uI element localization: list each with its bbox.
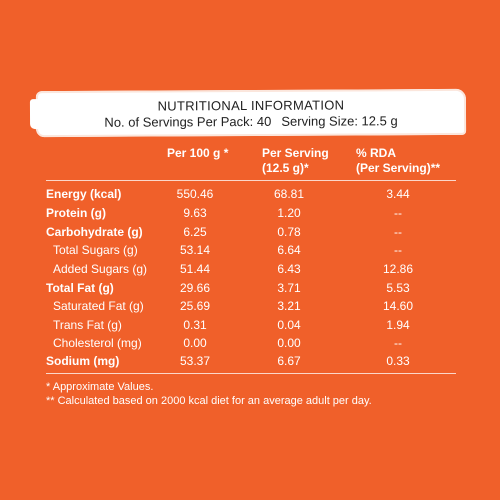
rda-line1: % RDA bbox=[356, 146, 397, 160]
per-serving-value: 0.00 bbox=[277, 336, 301, 350]
column-header-per-serving: Per Serving (12.5 g)* bbox=[262, 146, 329, 176]
row-label: Cholesterol (mg) bbox=[53, 336, 142, 350]
row-label: Added Sugars (g) bbox=[53, 262, 148, 276]
serving-size: Serving Size: 12.5 g bbox=[281, 113, 398, 129]
table-row: Trans Fat (g) 0.31 0.04 1.94 bbox=[0, 318, 500, 336]
per-100g-value: 550.46 bbox=[176, 187, 214, 201]
rda-value: 12.86 bbox=[382, 262, 414, 276]
servings-info: No. of Servings Per Pack: 40 Serving Size… bbox=[36, 113, 466, 130]
rda-value: 3.44 bbox=[386, 187, 410, 201]
divider-top bbox=[46, 180, 456, 181]
rda-value: 5.53 bbox=[386, 281, 410, 295]
rda-value: -- bbox=[394, 225, 402, 239]
per-serving-line2: (12.5 g)* bbox=[262, 161, 309, 175]
per-serving-value: 0.78 bbox=[277, 225, 301, 239]
row-label: Trans Fat (g) bbox=[53, 318, 122, 332]
row-label: Saturated Fat (g) bbox=[53, 299, 144, 313]
per-100g-value: 53.37 bbox=[179, 354, 211, 368]
table-row: Carbohydrate (g) 6.25 0.78 -- bbox=[0, 225, 500, 243]
rda-value: 0.33 bbox=[386, 354, 410, 368]
table-row: Sodium (mg) 53.37 6.67 0.33 bbox=[0, 354, 500, 372]
row-label: Total Sugars (g) bbox=[53, 243, 138, 257]
row-label: Protein (g) bbox=[46, 206, 106, 220]
column-header-per-100g: Per 100 g * bbox=[167, 146, 229, 160]
title-banner: NUTRITIONAL INFORMATION No. of Servings … bbox=[35, 88, 467, 138]
per-serving-value: 3.21 bbox=[277, 299, 301, 313]
per-100g-value: 0.00 bbox=[183, 336, 207, 350]
per-serving-line1: Per Serving bbox=[262, 146, 329, 160]
per-100g-value: 51.44 bbox=[179, 262, 211, 276]
table-row: Total Sugars (g) 53.14 6.64 -- bbox=[0, 243, 500, 261]
per-100g-value: 25.69 bbox=[179, 299, 211, 313]
rda-value: -- bbox=[394, 243, 402, 257]
per-serving-value: 6.43 bbox=[277, 262, 301, 276]
footnote-rda: ** Calculated based on 2000 kcal diet fo… bbox=[46, 395, 372, 407]
rda-value: 1.94 bbox=[386, 318, 410, 332]
servings-per-pack: No. of Servings Per Pack: 40 bbox=[104, 113, 272, 130]
per-100g-value: 9.63 bbox=[183, 206, 207, 220]
table-row: Saturated Fat (g) 25.69 3.21 14.60 bbox=[0, 299, 500, 317]
per-100g-value: 0.31 bbox=[183, 318, 207, 332]
footnote-approx: * Approximate Values. bbox=[46, 381, 154, 393]
per-serving-value: 3.71 bbox=[277, 281, 301, 295]
per-serving-value: 68.81 bbox=[273, 187, 305, 201]
row-label: Energy (kcal) bbox=[46, 187, 122, 201]
nutrition-title: NUTRITIONAL INFORMATION bbox=[157, 97, 345, 114]
per-100g-value: 53.14 bbox=[179, 243, 211, 257]
per-100g-value: 6.25 bbox=[183, 225, 207, 239]
row-label: Sodium (mg) bbox=[46, 354, 120, 368]
table-row: Added Sugars (g) 51.44 6.43 12.86 bbox=[0, 262, 500, 280]
table-row: Total Fat (g) 29.66 3.71 5.53 bbox=[0, 281, 500, 299]
rda-value: 14.60 bbox=[382, 299, 414, 313]
per-serving-value: 6.64 bbox=[277, 243, 301, 257]
table-row: Energy (kcal) 550.46 68.81 3.44 bbox=[0, 187, 500, 205]
divider-bottom bbox=[46, 373, 456, 374]
table-row: Cholesterol (mg) 0.00 0.00 -- bbox=[0, 336, 500, 354]
column-header-rda: % RDA (Per Serving)** bbox=[356, 146, 440, 176]
per-100g-value: 29.66 bbox=[179, 281, 211, 295]
table-row: Protein (g) 9.63 1.20 -- bbox=[0, 206, 500, 224]
rda-line2: (Per Serving)** bbox=[356, 161, 441, 175]
per-serving-value: 0.04 bbox=[277, 318, 301, 332]
row-label: Carbohydrate (g) bbox=[46, 225, 143, 239]
row-label: Total Fat (g) bbox=[46, 281, 114, 295]
per-serving-value: 1.20 bbox=[277, 206, 301, 220]
rda-value: -- bbox=[394, 206, 402, 220]
rda-value: -- bbox=[394, 336, 402, 350]
per-serving-value: 6.67 bbox=[277, 354, 301, 368]
